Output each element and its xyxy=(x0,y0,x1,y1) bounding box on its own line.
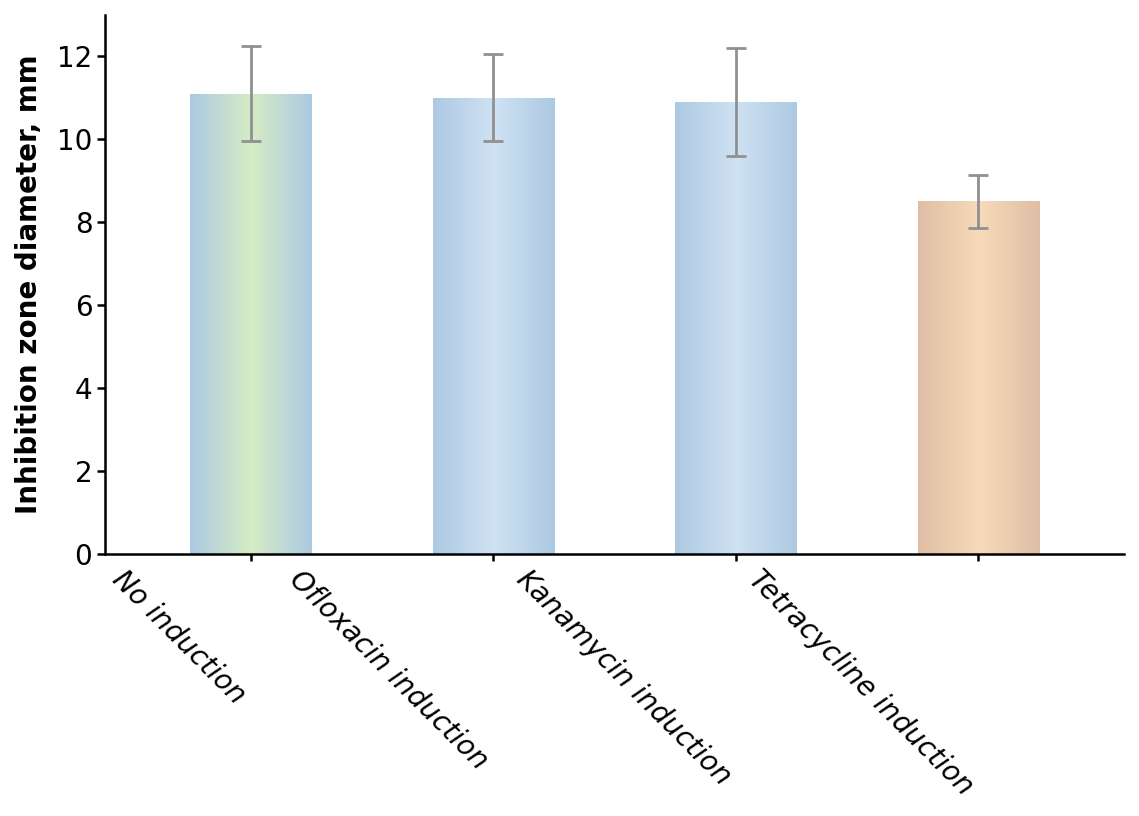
Y-axis label: Inhibition zone diameter, mm: Inhibition zone diameter, mm xyxy=(15,55,43,514)
